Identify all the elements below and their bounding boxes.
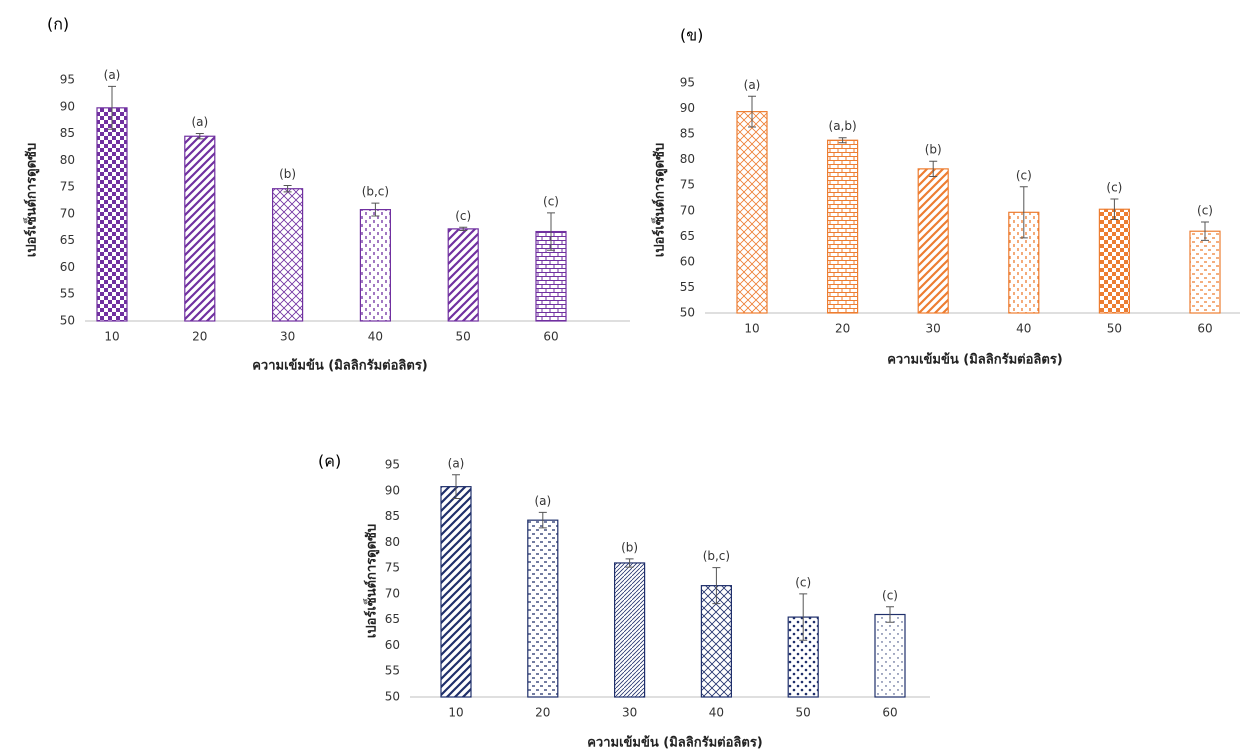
y-tick-label: 55 [60,287,75,301]
y-tick-label: 85 [60,126,75,140]
y-tick-label: 50 [60,314,75,328]
y-axis-label: เปอร์เซ็นต์การดูดซับ [362,524,380,638]
bar [185,136,215,321]
y-tick-label: 80 [385,535,400,549]
y-tick-label: 90 [385,483,400,497]
bar [737,112,767,313]
annotation: (a) [191,115,208,129]
annotation: (b) [279,167,296,181]
annotation: (c) [1197,204,1213,218]
y-tick-label: 95 [60,73,75,87]
bar [448,229,478,321]
annotation: (a) [534,494,551,508]
bar [1190,231,1220,313]
x-tick-label: 30 [280,330,295,344]
panel-label: (ค) [318,452,341,471]
y-tick-label: 65 [385,612,400,626]
annotation: (b) [925,143,942,157]
bar [1099,209,1129,313]
annotation: (b,c) [703,549,730,563]
bar [918,169,948,313]
x-axis-label: ความเข้มข้น (มิลลิกรัมต่อลิตร) [587,735,763,749]
annotation: (a) [744,78,761,92]
x-tick-label: 30 [622,706,637,720]
figure: (ก) ความเข้มข้น (มิลลิกรัมต่อลิตร) เปอร์เซ… [0,0,1245,749]
annotation: (b,c) [362,185,389,199]
x-tick-label: 60 [543,330,558,344]
y-tick-label: 55 [680,280,695,294]
y-tick-label: 60 [60,260,75,274]
annotation: (a) [104,68,121,82]
y-axis-label: เปอร์เซ็นต์การดูดซับ [650,143,668,257]
annotation: (c) [1106,181,1122,195]
annotation: (c) [882,588,898,602]
x-tick-label: 60 [882,706,897,720]
y-tick-label: 90 [60,99,75,113]
bar [615,563,645,697]
y-tick-label: 55 [385,664,400,678]
x-tick-label: 40 [1016,322,1031,336]
x-axis-label: ความเข้มข้น (มิลลิกรัมต่อลิตร) [887,352,1063,368]
y-tick-label: 70 [680,203,695,217]
y-tick-label: 80 [680,152,695,166]
y-tick-label: 65 [680,229,695,243]
y-tick-label: 85 [680,127,695,141]
y-tick-label: 90 [680,101,695,115]
bar [273,189,303,321]
x-tick-label: 50 [1107,322,1122,336]
y-tick-label: 65 [60,233,75,247]
annotation: (c) [795,575,811,589]
x-tick-label: 10 [104,330,119,344]
x-tick-label: 40 [368,330,383,344]
annotation: (c) [543,194,559,208]
annotation: (a,b) [829,119,857,133]
bar [828,140,858,313]
y-tick-label: 50 [680,306,695,320]
bar [528,520,558,697]
y-tick-label: 70 [385,586,400,600]
x-tick-label: 10 [744,322,759,336]
annotation: (c) [455,209,471,223]
y-tick-label: 75 [385,561,400,575]
y-tick-label: 80 [60,153,75,167]
annotation: (a) [448,456,465,470]
page: (ก) ความเข้มข้น (มิลลิกรัมต่อลิตร) เปอร์เซ… [0,0,1245,749]
panel-label: (ข) [680,26,703,45]
x-tick-label: 40 [709,706,724,720]
x-tick-label: 20 [535,706,550,720]
y-tick-label: 95 [385,458,400,472]
x-tick-label: 10 [448,706,463,720]
y-tick-label: 75 [60,180,75,194]
x-axis-label: ความเข้มข้น (มิลลิกรัมต่อลิตร) [252,358,428,374]
y-tick-label: 70 [60,206,75,220]
bar [441,487,471,697]
y-tick-label: 50 [385,690,400,704]
panel-label: (ก) [47,15,69,34]
y-axis-label: เปอร์เซ็นต์การดูดซับ [22,143,40,257]
y-tick-label: 60 [385,638,400,652]
x-tick-label: 20 [835,322,850,336]
x-tick-label: 20 [192,330,207,344]
y-tick-label: 85 [385,509,400,523]
x-tick-label: 50 [456,330,471,344]
annotation: (b) [621,540,638,554]
y-tick-label: 60 [680,254,695,268]
x-tick-label: 60 [1197,322,1212,336]
bar [875,615,905,697]
bar [97,108,127,321]
y-tick-label: 75 [680,178,695,192]
y-tick-label: 95 [680,76,695,90]
annotation: (c) [1016,168,1032,182]
x-tick-label: 30 [926,322,941,336]
x-tick-label: 50 [796,706,811,720]
bar [360,210,390,321]
